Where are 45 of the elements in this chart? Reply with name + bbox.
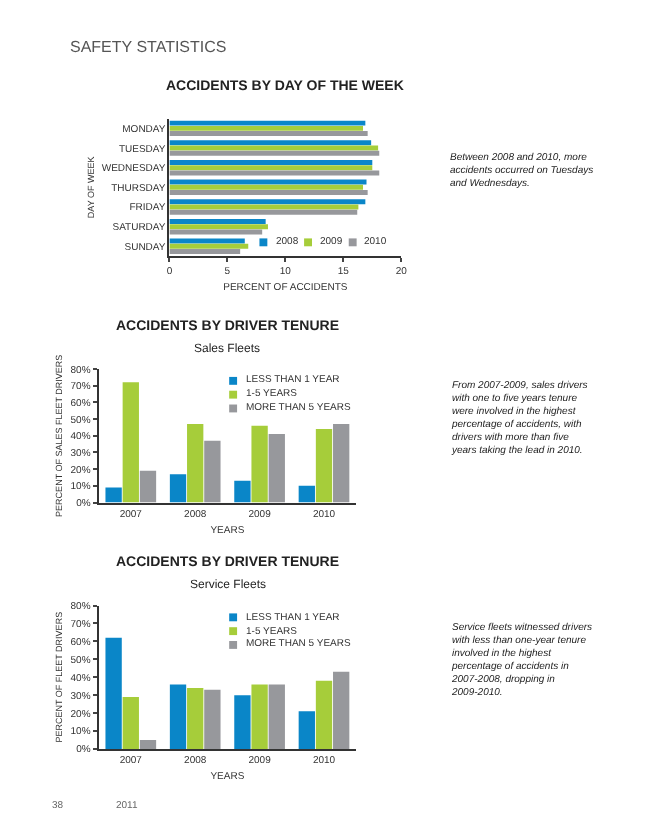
bar — [169, 170, 380, 176]
bar — [169, 140, 372, 146]
bar — [315, 680, 333, 749]
bar — [187, 424, 204, 503]
bar — [268, 434, 285, 503]
bar — [315, 429, 333, 503]
bar — [169, 224, 268, 230]
bar — [169, 249, 241, 255]
bar — [169, 243, 249, 249]
bar — [187, 687, 204, 749]
bar — [268, 684, 285, 749]
bar — [105, 637, 122, 749]
bar — [169, 184, 364, 190]
bar — [169, 150, 380, 156]
bar — [139, 470, 157, 503]
bar — [298, 485, 315, 503]
bar — [122, 382, 139, 503]
bar — [204, 440, 221, 503]
bar — [169, 131, 368, 137]
bar — [204, 689, 221, 749]
bar — [169, 159, 373, 165]
bar — [169, 120, 366, 126]
bar — [169, 125, 364, 131]
bar — [105, 487, 122, 503]
bar — [333, 671, 350, 749]
bar — [169, 238, 245, 244]
bar — [333, 424, 350, 503]
bar — [169, 190, 368, 196]
bar — [169, 218, 266, 224]
bar — [169, 145, 379, 151]
text: SAFETY STATISTICS — [70, 38, 227, 56]
bar — [169, 684, 187, 749]
bar — [139, 739, 157, 749]
bar — [298, 711, 315, 749]
bar — [169, 474, 187, 503]
bar — [169, 229, 263, 235]
bar — [169, 179, 367, 185]
bar — [169, 199, 366, 205]
bar — [169, 209, 358, 215]
bar — [251, 684, 268, 749]
bar — [251, 425, 268, 503]
bar — [122, 696, 139, 749]
bar — [234, 695, 251, 749]
bar — [169, 165, 373, 171]
bar — [234, 480, 251, 503]
